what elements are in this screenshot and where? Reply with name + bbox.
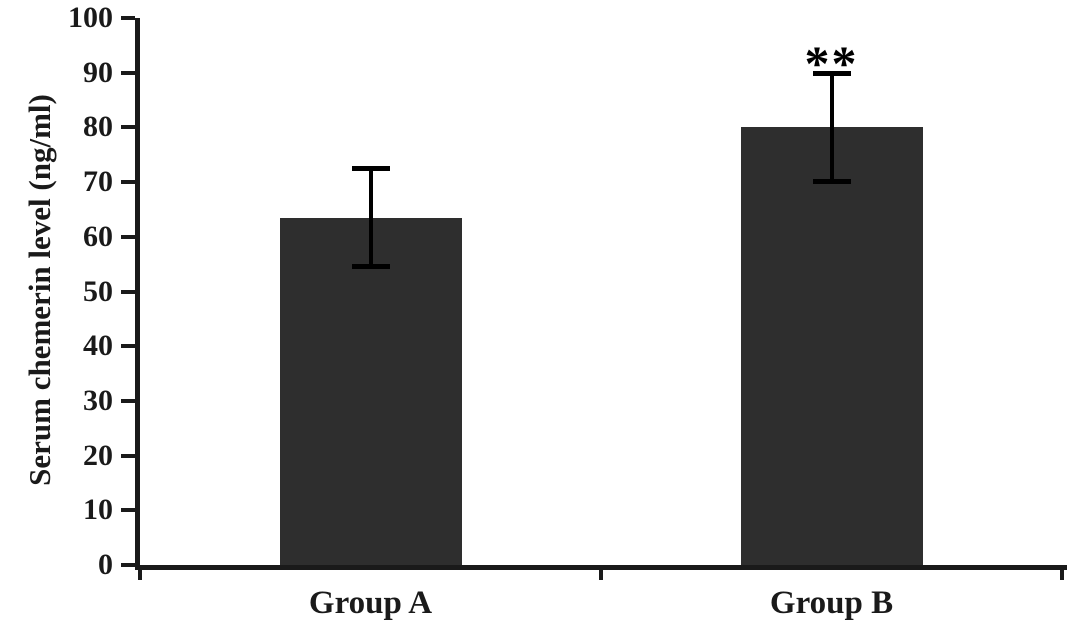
error-bar-cap-bottom bbox=[351, 263, 390, 269]
y-axis-tick bbox=[121, 344, 135, 349]
y-axis-tick bbox=[121, 234, 135, 239]
error-bar-line bbox=[829, 72, 834, 183]
y-axis-tick bbox=[121, 508, 135, 513]
bar-group-a bbox=[279, 217, 462, 565]
y-axis-tick bbox=[121, 453, 135, 458]
plot-area bbox=[135, 18, 1067, 570]
y-tick-label: 50 bbox=[83, 274, 113, 308]
y-tick-label: 30 bbox=[83, 383, 113, 417]
x-axis-tick bbox=[138, 570, 142, 580]
error-bar-cap-top bbox=[812, 70, 851, 76]
y-tick-label: 90 bbox=[83, 55, 113, 89]
significance-marker: ** bbox=[804, 34, 859, 91]
y-tick-label: 20 bbox=[83, 438, 113, 472]
y-tick-label: 100 bbox=[68, 1, 113, 34]
y-axis-tick bbox=[121, 398, 135, 403]
y-tick-label: 0 bbox=[98, 548, 113, 581]
bar-group-b bbox=[740, 127, 923, 565]
error-bar-cap-bottom bbox=[812, 179, 851, 185]
y-axis-tick bbox=[121, 180, 135, 185]
y-tick-label: 10 bbox=[83, 493, 113, 527]
y-axis-tick bbox=[121, 125, 135, 130]
y-axis-tick bbox=[121, 563, 135, 567]
y-tick-label: 70 bbox=[83, 165, 113, 199]
y-axis-tick bbox=[121, 289, 135, 294]
y-axis-tick bbox=[121, 16, 135, 20]
y-tick-label: 40 bbox=[83, 329, 113, 363]
error-bar-line bbox=[368, 168, 373, 267]
y-tick-label: 60 bbox=[83, 219, 113, 253]
x-axis-tick bbox=[599, 570, 603, 580]
error-bar-cap-top bbox=[351, 166, 390, 172]
y-axis-tick bbox=[121, 70, 135, 75]
x-category-label: Group B bbox=[769, 585, 894, 621]
y-tick-label: 80 bbox=[83, 110, 113, 144]
x-category-label: Group A bbox=[308, 585, 433, 621]
x-axis-tick bbox=[1060, 570, 1064, 580]
